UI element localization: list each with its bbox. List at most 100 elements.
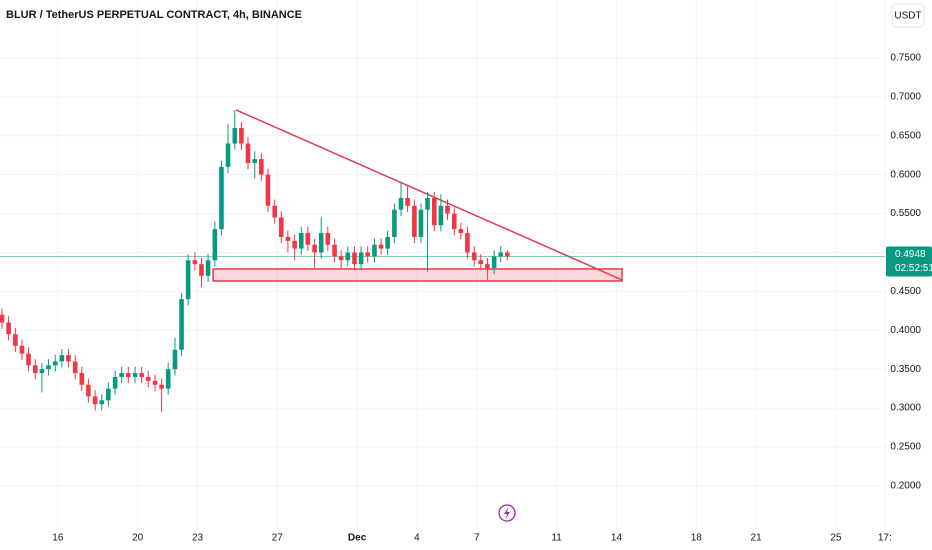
- candle-body: [172, 349, 178, 370]
- candle-body: [345, 252, 351, 261]
- candle-body: [192, 260, 198, 265]
- candle-body: [72, 361, 78, 374]
- candle-body: [372, 244, 377, 257]
- candle-body: [445, 205, 450, 214]
- y-tick-label: 0.6500: [890, 130, 921, 141]
- candle-body: [125, 373, 131, 377]
- candle-body: [392, 209, 397, 237]
- candle-body: [0, 314, 5, 323]
- candle-body: [292, 240, 297, 249]
- icon-bolt[interactable]: [504, 507, 510, 519]
- last-price-label: 0.4948: [895, 249, 926, 260]
- x-tick-label: 4: [414, 533, 420, 544]
- y-tick-label: 0.4500: [890, 286, 921, 297]
- candle-body: [179, 299, 184, 350]
- candle-body: [86, 384, 91, 397]
- candle-body: [312, 244, 317, 253]
- candle-body: [398, 198, 404, 210]
- candle-body: [465, 233, 470, 253]
- candle-body: [139, 373, 144, 377]
- candle-body: [46, 365, 51, 370]
- chart-title: BLUR / TetherUS PERPETUAL CONTRACT, 4h, …: [6, 9, 302, 21]
- x-tick-label: 25: [830, 533, 842, 544]
- candle-body: [13, 334, 18, 346]
- x-tick-label: 11: [551, 533, 562, 544]
- candle-body: [432, 198, 437, 226]
- candle-body: [26, 353, 31, 366]
- candle-body: [259, 159, 264, 175]
- candle-body: [425, 198, 430, 210]
- y-tick-label: 0.7500: [890, 53, 921, 64]
- candle-body: [365, 252, 370, 257]
- candle-body: [485, 264, 490, 269]
- candle-body: [478, 260, 484, 265]
- axis-layer: 0.20000.25000.30000.35000.40000.45000.50…: [52, 53, 932, 544]
- candle-body: [358, 252, 364, 265]
- x-tick-label: Dec: [348, 533, 367, 544]
- candle-body: [119, 373, 125, 377]
- candle-body: [378, 244, 384, 249]
- candle-body: [59, 355, 65, 362]
- candle-body: [325, 233, 331, 245]
- candle-body: [272, 205, 278, 218]
- candle-body: [132, 373, 138, 377]
- candle-body: [106, 388, 111, 401]
- candle-body: [285, 236, 291, 241]
- x-tick-label: 7: [474, 533, 480, 544]
- x-tick-label: 16: [52, 533, 64, 544]
- candle-body: [458, 229, 464, 234]
- candle-body: [79, 373, 85, 385]
- trend-line: [235, 109, 623, 281]
- y-tick-label: 0.6000: [890, 169, 921, 180]
- candle-body: [159, 384, 164, 389]
- x-tick-label: 27: [272, 533, 284, 544]
- candle-body: [405, 198, 410, 206]
- candle-body: [338, 256, 344, 261]
- y-tick-label: 0.5500: [890, 208, 921, 219]
- y-tick-label: 0.2500: [890, 442, 921, 453]
- currency-button[interactable]: [891, 3, 925, 28]
- last-price-box: [886, 246, 932, 277]
- candle-body: [305, 233, 311, 245]
- candle-body: [152, 380, 158, 385]
- candle-body: [352, 252, 357, 265]
- candle-layer: [0, 110, 510, 412]
- candle-body: [165, 369, 171, 389]
- candle-body: [92, 396, 98, 405]
- candle-body: [505, 252, 510, 257]
- y-tick-label: 0.2000: [890, 481, 921, 492]
- lightning-icon[interactable]: [498, 504, 516, 522]
- candle-body: [33, 365, 38, 374]
- candle-body: [232, 127, 238, 144]
- countdown-label: 02:52:51: [895, 263, 932, 274]
- candle-body: [385, 236, 390, 249]
- x-tick-label: 18: [691, 533, 703, 544]
- currency-label[interactable]: USDT: [894, 11, 921, 22]
- y-tick-label: 0.4000: [890, 325, 921, 336]
- candle-body: [219, 166, 224, 230]
- candle-body: [451, 213, 457, 230]
- candle-body: [239, 127, 244, 144]
- candle-body: [332, 244, 337, 257]
- candle-body: [252, 159, 258, 163]
- candle-body: [298, 233, 304, 249]
- support-zone: [212, 268, 623, 282]
- candle-body: [318, 233, 324, 253]
- candle-body: [6, 322, 11, 335]
- candle-body: [19, 345, 25, 354]
- candle-body: [418, 209, 424, 237]
- y-tick-label: 0.7000: [890, 92, 921, 103]
- candle-body: [491, 256, 497, 269]
- candle-body: [212, 229, 218, 261]
- y-tick-label: 0.3500: [890, 364, 921, 375]
- candle-body: [438, 205, 444, 226]
- x-tick-label: 23: [192, 533, 204, 544]
- x-tick-label: 17:: [878, 533, 892, 544]
- x-tick-label: 14: [611, 533, 623, 544]
- candle-body: [199, 264, 204, 276]
- candle-body: [245, 143, 251, 163]
- y-tick-label: 0.3000: [890, 403, 921, 414]
- candle-body: [145, 376, 151, 381]
